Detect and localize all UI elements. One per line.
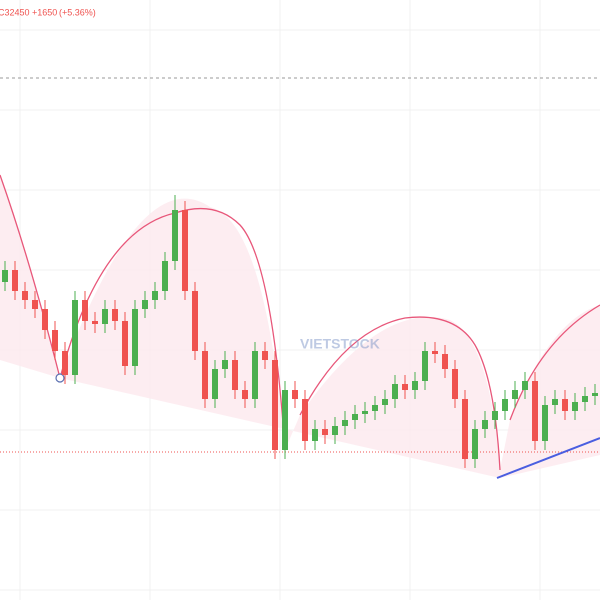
legend: C32450 +1650 (+5.36%) — [0, 7, 96, 17]
candle-body — [12, 270, 18, 291]
candle-body — [262, 351, 268, 360]
candle-body — [32, 300, 38, 309]
candle-body — [152, 291, 158, 300]
candle-body — [392, 384, 398, 399]
candle-body — [542, 405, 548, 441]
candle-body — [292, 390, 298, 399]
candle-body — [582, 396, 588, 402]
candle-body — [352, 414, 358, 420]
candles — [2, 195, 598, 468]
candle-body — [592, 393, 598, 396]
candle-body — [332, 426, 338, 435]
candle-body — [362, 411, 368, 414]
candle-body — [552, 399, 558, 405]
candle-body — [202, 351, 208, 399]
candle-body — [72, 300, 78, 375]
candle-body — [182, 210, 188, 291]
candle-body — [242, 390, 248, 399]
candle-body — [532, 381, 538, 441]
candle-body — [172, 210, 178, 261]
candle-body — [282, 390, 288, 450]
candle-body — [302, 399, 308, 441]
candle-body — [412, 381, 418, 390]
candle-body — [502, 399, 508, 411]
candle-body — [272, 360, 278, 450]
candle-body — [512, 390, 518, 399]
candle-body — [322, 429, 328, 435]
candle-body — [192, 291, 198, 351]
candle-body — [22, 291, 28, 300]
candle-body — [432, 351, 438, 354]
candle-body — [372, 405, 378, 411]
candle-body — [62, 351, 68, 375]
candle-body — [112, 309, 118, 321]
candle-body — [492, 411, 498, 420]
legend-change-pct: (+5.36%) — [59, 7, 96, 17]
candle-body — [572, 402, 578, 411]
candle-body — [52, 330, 58, 351]
candle-body — [42, 309, 48, 330]
legend-change: +1650 — [32, 7, 57, 17]
candle-body — [472, 429, 478, 459]
trend-line — [496, 437, 600, 479]
candle-body — [82, 300, 88, 321]
candle-body — [442, 354, 448, 369]
legend-close: C32450 — [0, 7, 30, 17]
candle-body — [522, 381, 528, 390]
candle-body — [482, 420, 488, 429]
candle-body — [222, 360, 228, 369]
candle-body — [212, 369, 218, 399]
candle-body — [232, 360, 238, 390]
candle-body — [132, 309, 138, 366]
shaded-region — [0, 175, 600, 478]
candle-body — [102, 309, 108, 324]
candle-body — [402, 384, 408, 390]
candle-body — [462, 399, 468, 459]
candle-body — [312, 429, 318, 441]
candle-body — [122, 321, 128, 366]
anchor-point[interactable] — [55, 373, 65, 383]
candle-body — [92, 321, 98, 324]
watermark: VIETSTOCK — [300, 336, 380, 352]
arc — [0, 174, 600, 471]
candle-body — [452, 369, 458, 399]
candle-body — [252, 351, 258, 399]
candle-body — [142, 300, 148, 309]
candle-body — [562, 399, 568, 411]
candle-body — [382, 399, 388, 405]
candle-body — [2, 270, 8, 282]
candle-body — [422, 351, 428, 381]
candle-body — [342, 420, 348, 426]
candle-body — [162, 261, 168, 291]
